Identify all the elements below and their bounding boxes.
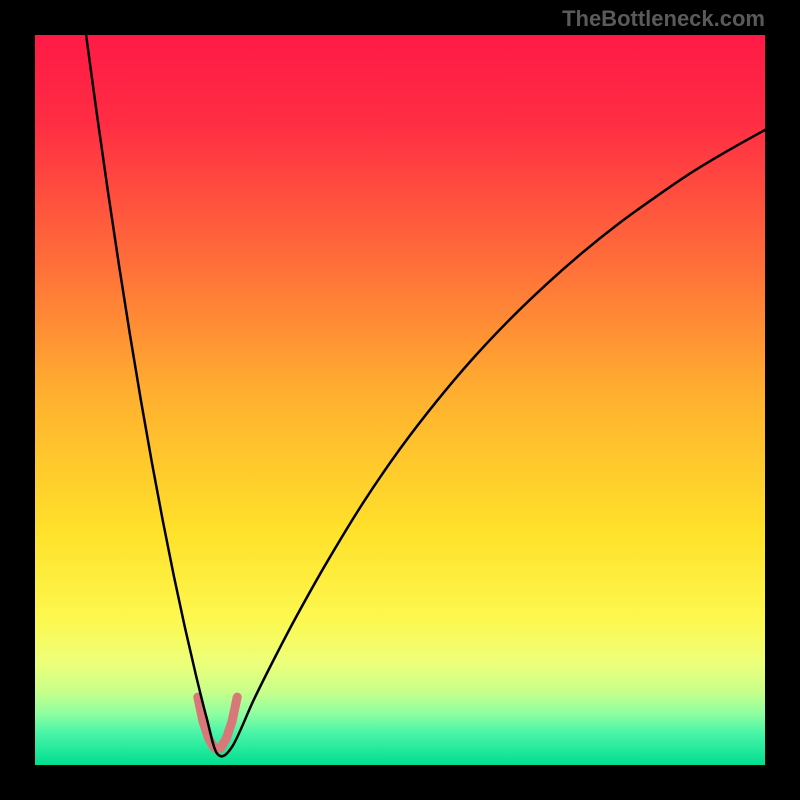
bottleneck-curve bbox=[86, 35, 765, 756]
watermark-text: TheBottleneck.com bbox=[562, 6, 765, 32]
plot-frame bbox=[35, 35, 765, 765]
curve-layer bbox=[35, 35, 765, 765]
